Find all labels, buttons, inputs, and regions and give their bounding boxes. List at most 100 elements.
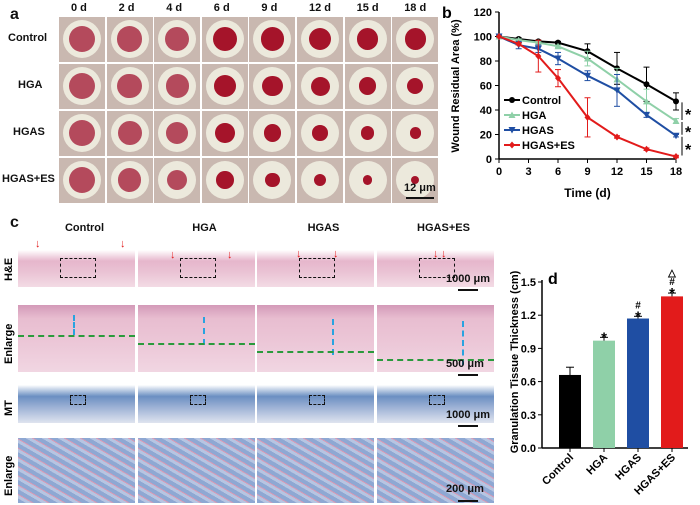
wound-photo — [106, 158, 153, 203]
y-tick-label: 1.5 — [521, 277, 536, 289]
data-point — [584, 72, 591, 80]
y-tick-label: 20 — [480, 130, 492, 142]
bar-Control — [559, 374, 581, 448]
y-tick-label: 100 — [474, 32, 492, 44]
roi-box — [429, 395, 445, 405]
scale-bar — [458, 374, 478, 376]
roi-box — [309, 395, 325, 405]
wound-photo — [249, 64, 296, 109]
histology-image — [138, 385, 255, 423]
y-axis-title: Granulation Tissue Thickness (cm) — [509, 270, 521, 453]
wound-edge-arrow-icon: ↓ — [433, 248, 439, 260]
wound-area — [213, 75, 236, 97]
histology-image — [138, 305, 255, 372]
x-tick-label: 12 — [611, 166, 623, 178]
histology-image — [138, 250, 255, 287]
day-label: 6 d — [213, 2, 230, 14]
histology-image — [257, 438, 374, 503]
wound-photo — [59, 17, 105, 62]
row-label: H&E — [3, 257, 15, 281]
x-tick-label: 0 — [496, 166, 502, 178]
wound-area — [310, 76, 330, 96]
x-tick-label: HGA — [584, 452, 610, 478]
wound-edge-arrow-icon: ↓ — [441, 248, 447, 260]
data-point — [673, 98, 679, 105]
scale-label: 1000 μm — [446, 409, 491, 421]
day-label: 12 d — [309, 2, 332, 14]
boundary-line — [377, 359, 494, 361]
wound-photo — [154, 111, 201, 156]
day-label: 2 d — [118, 2, 135, 14]
panel-a-scale-label: 12 μm — [404, 182, 436, 194]
day-label: 15 d — [356, 2, 379, 14]
wound-area — [165, 74, 189, 98]
boundary-line — [138, 343, 255, 345]
wound-area — [308, 27, 332, 51]
series-HGA — [495, 33, 680, 125]
y-axis-title: Wound Residual Area (%) — [450, 19, 462, 153]
scale-bar — [458, 500, 478, 502]
significance-mark: * — [669, 285, 675, 302]
wound-photo — [344, 111, 391, 156]
y-tick-label: 60 — [480, 81, 492, 93]
series-line — [498, 35, 677, 122]
wound-photo — [106, 111, 153, 156]
significance-mark: △ — [667, 268, 676, 279]
histology-image — [18, 385, 135, 423]
scale-bar — [458, 289, 478, 291]
wound-photo — [106, 64, 153, 109]
wound-photo — [201, 64, 248, 109]
data-point — [496, 33, 502, 40]
y-tick-label: 80 — [480, 56, 492, 68]
histology-image — [257, 250, 374, 287]
wound-photo — [154, 158, 201, 203]
wound-area — [264, 172, 280, 188]
significance-star: * — [685, 107, 692, 124]
x-tick-label: 9 — [584, 166, 590, 178]
significance-mark: * — [635, 308, 641, 325]
data-point — [554, 42, 562, 50]
significance-star: * — [685, 124, 692, 141]
panel-c-label: c — [10, 214, 19, 231]
data-point — [584, 113, 591, 121]
wound-area — [314, 174, 326, 186]
x-tick-label: 15 — [640, 166, 652, 178]
y-tick-label: 40 — [480, 105, 492, 117]
panel-a-label: a — [10, 6, 19, 23]
wound-photo — [154, 64, 201, 109]
wound-area — [362, 175, 373, 185]
group-label: HGA — [18, 79, 43, 91]
wound-photo — [392, 111, 439, 156]
significance-star: * — [685, 142, 692, 159]
wound-photo — [59, 64, 105, 109]
thickness-arrow — [203, 317, 205, 345]
wound-photo — [297, 158, 343, 203]
day-label: 4 d — [166, 2, 183, 14]
histology-image — [257, 305, 374, 372]
wound-area — [166, 169, 188, 191]
wound-edge-arrow-icon: ↓ — [120, 238, 126, 250]
wound-photo — [297, 17, 343, 62]
wound-area — [69, 120, 95, 146]
histology-image — [377, 385, 494, 423]
data-point — [515, 40, 522, 48]
x-tick-label: 3 — [525, 166, 531, 178]
data-point — [672, 132, 680, 140]
scale-label: 500 μm — [446, 358, 484, 370]
wound-photo — [297, 111, 343, 156]
legend-label: HGA — [522, 110, 547, 122]
y-tick-label: 0 — [486, 154, 492, 166]
roi-box — [180, 258, 216, 278]
wound-area — [164, 26, 190, 52]
wound-area — [69, 73, 95, 99]
wound-area — [360, 126, 375, 140]
wound-area — [409, 127, 421, 139]
bar-HGA — [593, 340, 615, 448]
data-point — [509, 97, 515, 103]
histology-image — [18, 305, 135, 372]
y-tick-label: 120 — [474, 7, 492, 19]
data-point — [614, 133, 620, 141]
data-point — [643, 111, 650, 119]
histology-image — [377, 305, 494, 372]
wound-photo — [392, 17, 439, 62]
